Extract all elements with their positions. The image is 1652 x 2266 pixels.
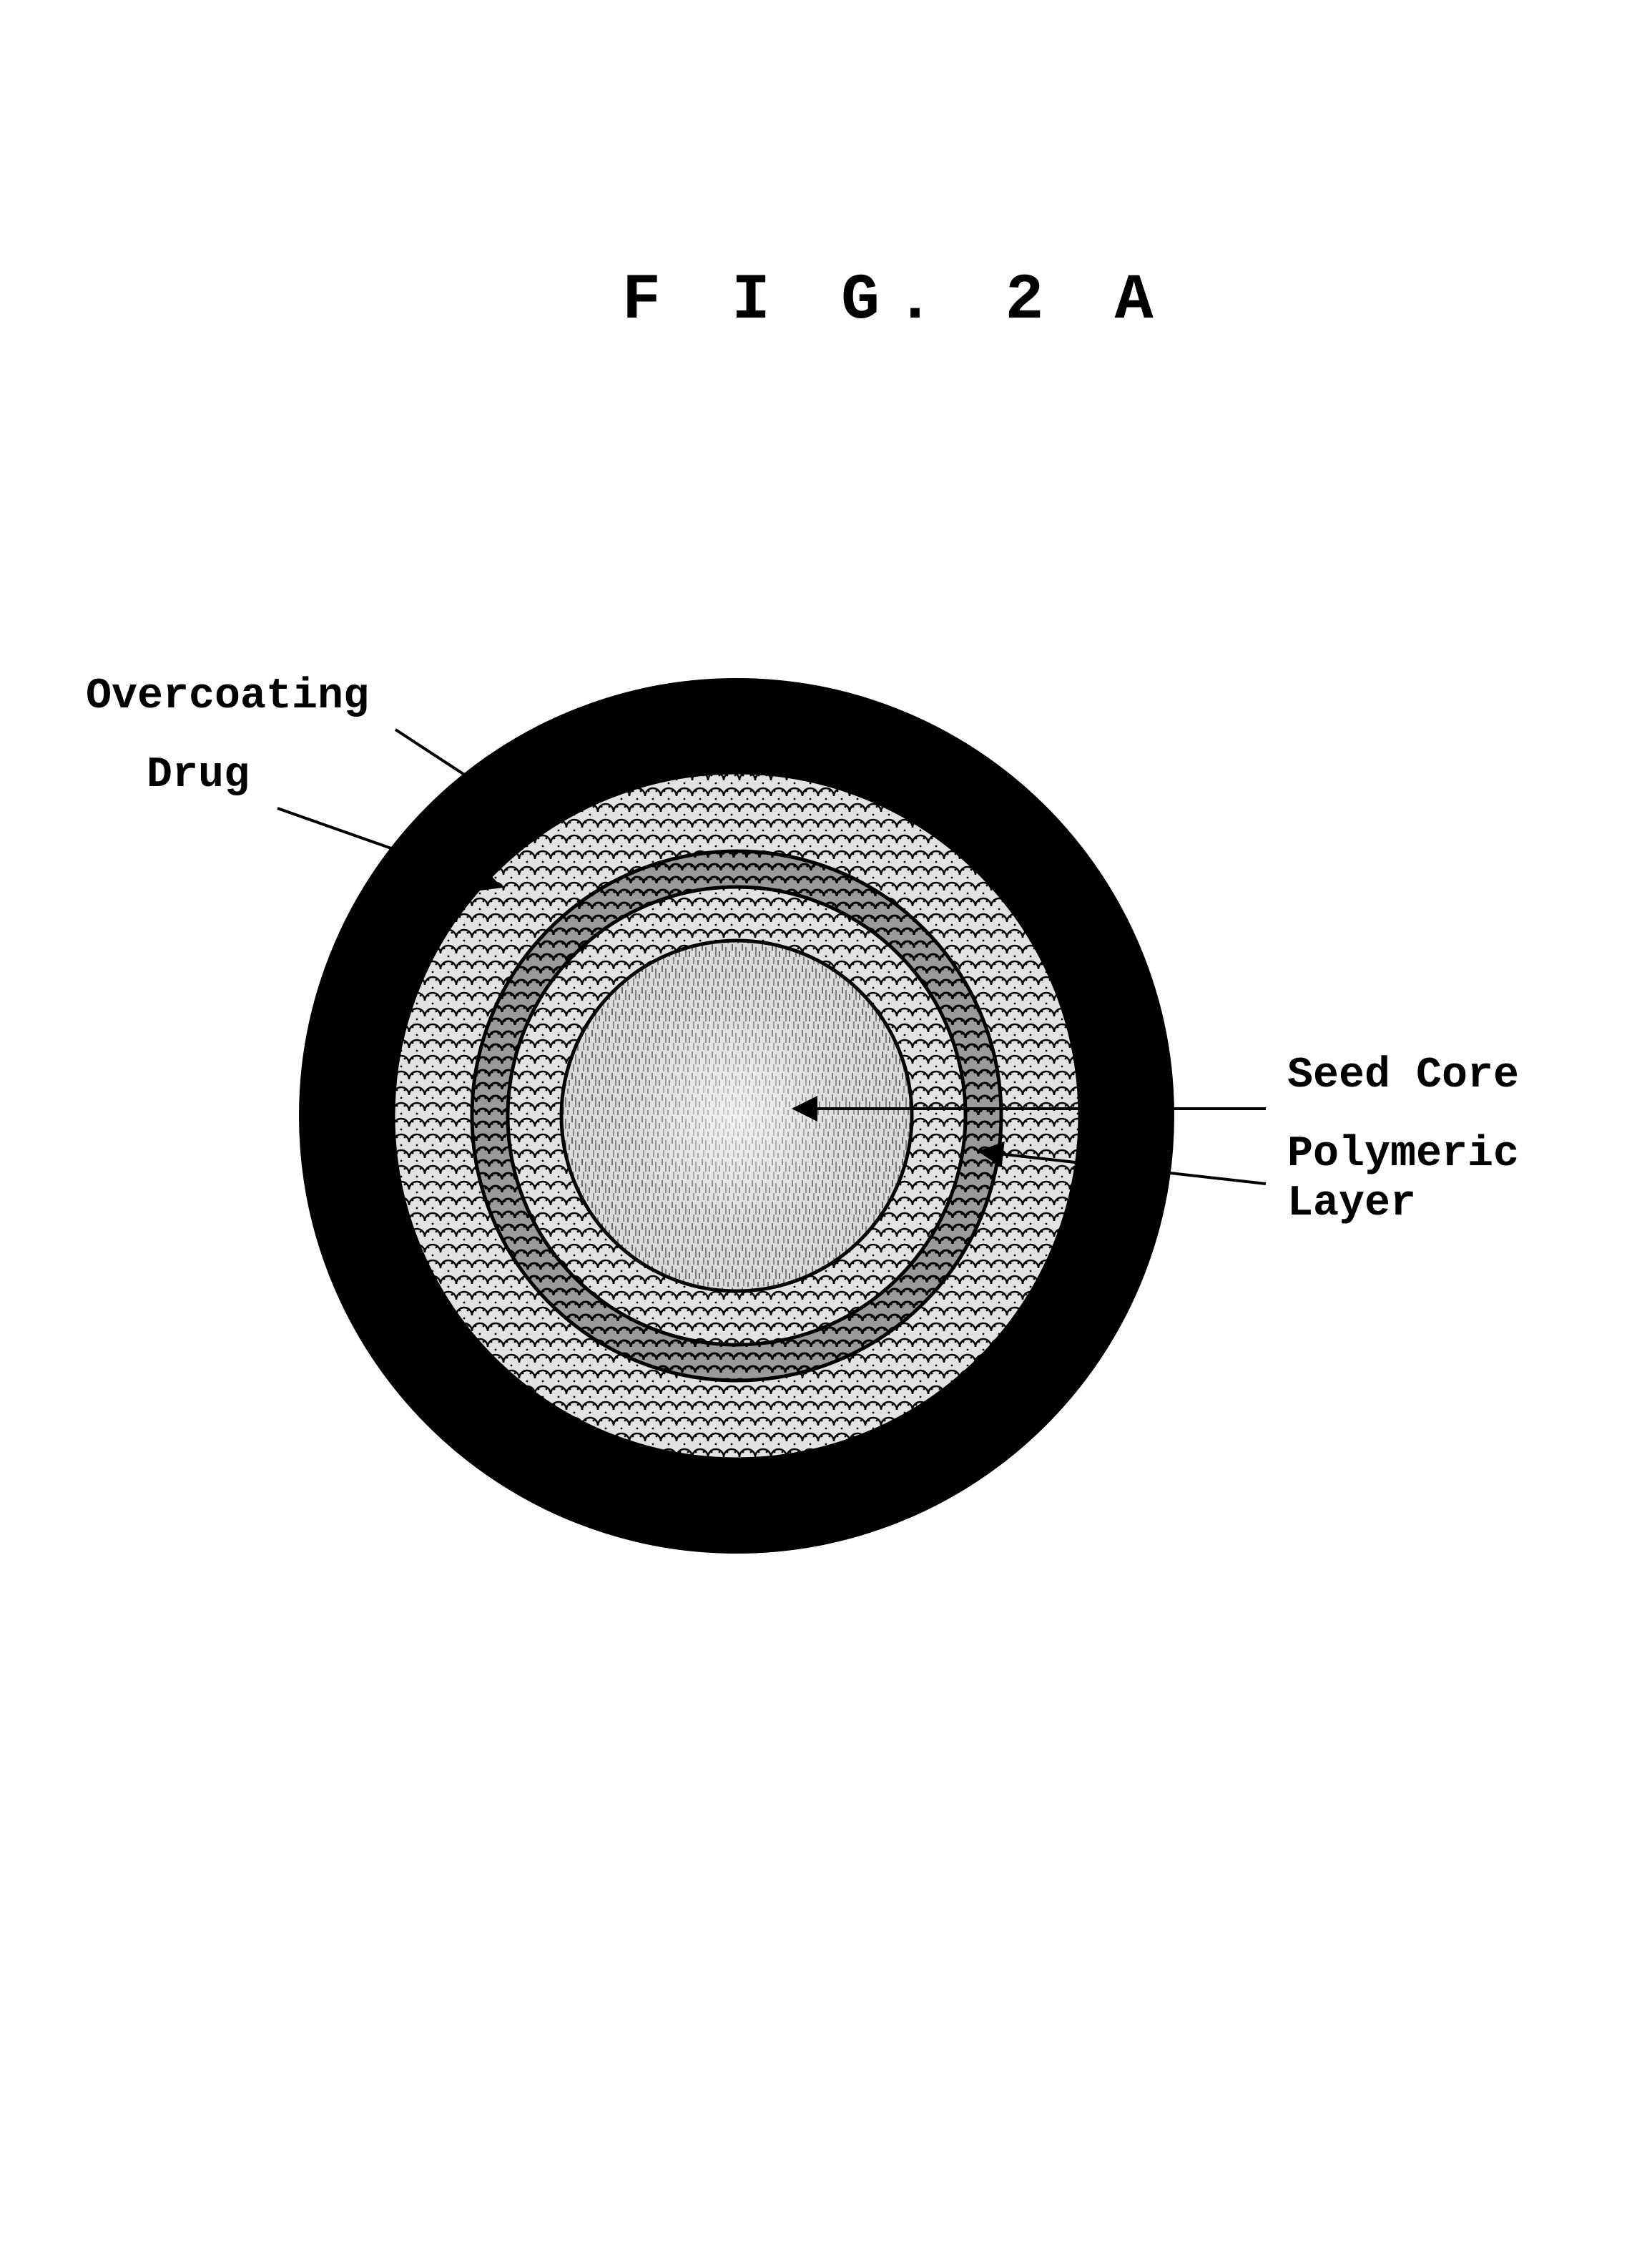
label-drug: Drug <box>147 751 250 800</box>
label-overcoating: Overcoating <box>86 672 369 722</box>
label-seed-core: Seed Core <box>1287 1051 1519 1101</box>
leader-overcoating <box>395 730 472 780</box>
seed-core-highlight <box>561 941 912 1291</box>
label-polymeric-layer: Polymeric Layer <box>1287 1130 1519 1229</box>
concentric-layers <box>300 680 1173 1552</box>
